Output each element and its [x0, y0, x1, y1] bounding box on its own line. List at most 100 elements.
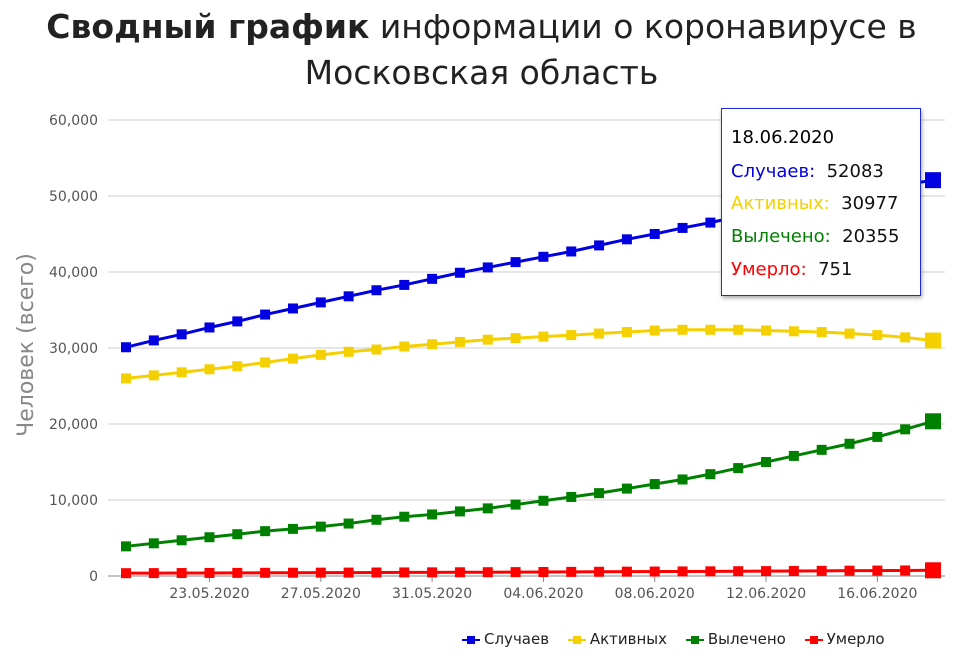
series-3 — [121, 562, 941, 579]
data-point — [594, 566, 605, 577]
x-tick-label: 31.05.2020 — [392, 586, 472, 602]
data-point — [844, 438, 855, 449]
data-point — [677, 324, 688, 335]
data-point — [705, 469, 716, 480]
data-point — [121, 541, 131, 552]
data-point — [594, 488, 605, 499]
data-point — [482, 262, 493, 273]
y-tick-label: 20,000 — [49, 417, 98, 433]
x-tick-label: 08.06.2020 — [615, 586, 695, 602]
data-point — [204, 364, 215, 375]
tooltip-row-cases: Случаев: 52083 — [731, 161, 884, 182]
data-point — [343, 346, 354, 357]
data-point — [538, 331, 549, 342]
data-point — [925, 562, 941, 579]
data-point — [260, 567, 271, 578]
data-point — [925, 172, 941, 189]
data-point — [148, 538, 159, 549]
data-point — [148, 568, 159, 579]
data-point — [677, 222, 688, 233]
legend-label: Вылечено — [707, 630, 786, 648]
data-point — [204, 322, 215, 333]
tooltip-row-recovered: Вылечено: 20355 — [731, 226, 899, 247]
series-line — [125, 328, 934, 380]
data-point — [594, 240, 605, 251]
legend-item-active[interactable]: Активных — [567, 630, 668, 648]
data-point — [925, 413, 941, 430]
legend-item-recovered[interactable]: Вылечено — [685, 630, 786, 648]
data-point — [621, 483, 632, 494]
data-point — [343, 291, 354, 302]
data-point — [621, 327, 632, 338]
data-point — [287, 353, 298, 364]
data-point — [287, 303, 298, 314]
legend-label: Активных — [589, 630, 668, 648]
tooltip-value: 751 — [818, 259, 853, 280]
tooltip-row-active: Активных: 30977 — [731, 193, 898, 214]
series-line — [125, 419, 934, 548]
data-point — [844, 328, 855, 339]
data-point — [649, 479, 660, 490]
data-point — [816, 444, 827, 455]
data-point — [844, 565, 855, 576]
legend-label: Случаев — [484, 630, 550, 648]
data-point — [900, 332, 911, 343]
data-point — [510, 333, 521, 344]
data-point — [371, 514, 382, 525]
data-point — [315, 349, 326, 360]
data-point — [900, 565, 911, 576]
data-point — [510, 499, 521, 510]
data-point — [232, 567, 243, 578]
data-point — [566, 566, 577, 577]
tooltip-value: 20355 — [842, 226, 900, 247]
data-point — [510, 257, 521, 268]
data-point — [454, 506, 465, 517]
data-point — [399, 511, 410, 522]
data-point — [733, 566, 744, 577]
chart-legend: Случаев Активных Вылечено Умерло — [462, 630, 885, 648]
data-point — [454, 267, 465, 278]
data-point — [315, 297, 326, 308]
data-point — [482, 503, 493, 514]
data-point — [399, 279, 410, 290]
data-point — [566, 491, 577, 502]
tooltip-row-deaths: Умерло: 751 — [731, 259, 852, 280]
data-point — [204, 567, 215, 578]
data-point — [925, 332, 941, 349]
data-point — [343, 518, 354, 529]
data-point — [677, 474, 688, 485]
series-1 — [121, 324, 941, 384]
legend-item-cases[interactable]: Случаев — [462, 630, 549, 648]
data-point — [705, 217, 716, 228]
data-point — [900, 424, 911, 435]
data-point — [176, 367, 187, 378]
data-point — [287, 567, 298, 578]
chart-title-line2: Московская область — [304, 53, 659, 92]
tooltip-label: Вылечено: — [731, 226, 831, 247]
y-tick-label: 0 — [89, 569, 98, 585]
data-point — [427, 567, 438, 578]
data-point — [371, 344, 382, 355]
legend-item-deaths[interactable]: Умерло — [804, 630, 885, 648]
data-point — [315, 567, 326, 578]
data-point — [705, 324, 716, 335]
y-tick-label: 30,000 — [49, 341, 98, 357]
data-point — [315, 521, 326, 532]
data-point — [649, 566, 660, 577]
data-point — [733, 324, 744, 335]
data-point — [788, 565, 799, 576]
data-point — [538, 251, 549, 262]
x-tick-label: 12.06.2020 — [726, 586, 806, 602]
data-point — [482, 334, 493, 345]
data-point — [872, 565, 883, 576]
data-point — [816, 327, 827, 338]
data-point — [232, 529, 243, 540]
tooltip-value: 52083 — [826, 161, 884, 182]
data-point — [761, 457, 772, 467]
data-point — [204, 532, 215, 543]
data-point — [287, 523, 298, 534]
data-point — [148, 370, 159, 381]
data-point — [176, 329, 187, 340]
data-point — [371, 567, 382, 578]
